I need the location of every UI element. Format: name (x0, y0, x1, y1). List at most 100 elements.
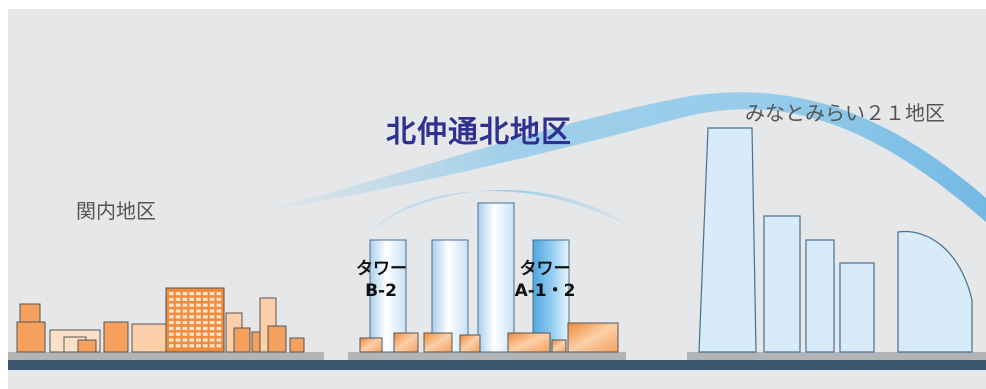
window (189, 326, 194, 330)
window (216, 332, 222, 336)
window (203, 344, 208, 348)
window (196, 338, 201, 342)
window (175, 297, 181, 301)
window (216, 292, 222, 296)
window (216, 326, 222, 330)
window (169, 309, 174, 313)
window (169, 338, 174, 342)
window (209, 332, 215, 336)
window (175, 292, 181, 296)
district-label-minatomirai: みなとみらい２１地区 (745, 101, 945, 125)
window (182, 303, 188, 307)
base-plate-kannai (8, 352, 324, 360)
window (175, 321, 181, 325)
window (189, 315, 194, 319)
window (189, 344, 194, 348)
window (203, 315, 208, 319)
window (182, 338, 188, 342)
window (196, 297, 201, 301)
window (216, 321, 222, 325)
window (189, 332, 194, 336)
window (169, 321, 174, 325)
tower-tall (477, 202, 515, 353)
window (189, 338, 194, 342)
window (209, 338, 215, 342)
window (216, 297, 222, 301)
tower-label-a12: タワー A-1・2 (512, 258, 578, 302)
window (196, 326, 201, 330)
window (209, 297, 215, 301)
kannai-buildings (16, 287, 305, 353)
window (196, 332, 201, 336)
window (175, 315, 181, 319)
window (203, 292, 208, 296)
window (209, 309, 215, 313)
window (182, 292, 188, 296)
window (182, 326, 188, 330)
window (203, 309, 208, 313)
window (209, 292, 215, 296)
window (169, 315, 174, 319)
window (203, 321, 208, 325)
window (189, 309, 194, 313)
window (182, 297, 188, 301)
window (209, 315, 215, 319)
window (169, 332, 174, 336)
window (169, 326, 174, 330)
window (203, 297, 208, 301)
district-label-kitanaka: 北仲通北地区 (386, 115, 572, 150)
window (196, 309, 201, 313)
window (169, 297, 174, 301)
tower-label-b2-line2: B-2 (365, 281, 397, 301)
tower-label-b2: タワー B-2 (356, 258, 407, 302)
building-windows (169, 292, 222, 348)
window (216, 303, 222, 307)
window (216, 309, 222, 313)
base-plate-minatomirai (687, 352, 986, 360)
landmark-tower (698, 127, 757, 353)
window (196, 292, 201, 296)
window (203, 303, 208, 307)
window (169, 344, 174, 348)
window (175, 344, 181, 348)
window (175, 338, 181, 342)
window (209, 344, 215, 348)
kitanaka-low-buildings (359, 322, 619, 353)
window (209, 321, 215, 325)
window (175, 326, 181, 330)
tower-label-b2-line1: タワー (356, 259, 407, 279)
window (196, 321, 201, 325)
window (175, 303, 181, 307)
window (216, 315, 222, 319)
window (169, 303, 174, 307)
tower-label-a12-line1: タワー (519, 259, 571, 279)
window (209, 326, 215, 330)
base-plate-kitanaka (348, 352, 626, 360)
ground-line (8, 360, 986, 370)
window (189, 321, 194, 325)
window (175, 332, 181, 336)
window (189, 303, 194, 307)
window (196, 315, 201, 319)
window (209, 303, 215, 307)
district-label-kannai: 関内地区 (76, 199, 156, 223)
window (203, 338, 208, 342)
large-wind-arc (258, 92, 986, 223)
curved-building (897, 230, 973, 353)
window (182, 332, 188, 336)
window (182, 344, 188, 348)
small-wind-arc (372, 189, 632, 230)
window (189, 292, 194, 296)
window (182, 315, 188, 319)
window (175, 309, 181, 313)
window (189, 297, 194, 301)
window (203, 332, 208, 336)
window (216, 338, 222, 342)
window (196, 303, 201, 307)
window (216, 344, 222, 348)
minatomirai-buildings (698, 127, 973, 353)
tower-label-a12-line2: A-1・2 (514, 281, 576, 301)
window (182, 321, 188, 325)
